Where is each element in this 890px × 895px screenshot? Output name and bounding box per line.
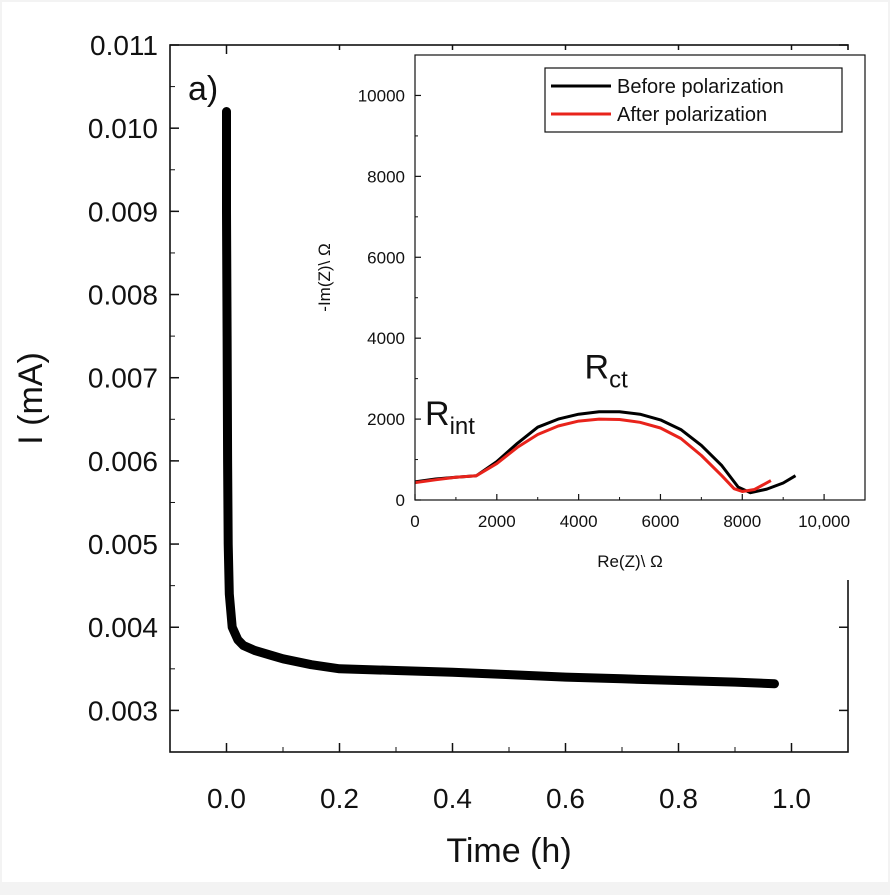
inset-y-axis-label: -Im(Z)\ Ω: [315, 243, 334, 311]
inset-series-line-1: [414, 417, 772, 493]
panel-label: a): [188, 70, 218, 108]
main-y-tick-label: 0.010: [88, 113, 158, 144]
main-y-tick-label: 0.006: [88, 446, 158, 477]
main-chart: 0.0 0.2 0.4 0.6 0.8 1.0 0.003 0.004 0.005 0.006 0…: [12, 30, 849, 870]
inset-x-axis-label: Re(Z)\ Ω: [597, 552, 663, 571]
main-x-tick-label: 1.0: [772, 783, 811, 814]
main-y-tick-label: 0.007: [88, 363, 158, 394]
inset-x-tick-label: 0: [410, 512, 419, 531]
inset-annotation-int: Rint: [425, 395, 475, 440]
main-y-tick-label: 0.005: [88, 529, 158, 560]
main-x-tick-label: 0.6: [546, 783, 585, 814]
inset-x-tick-label: 4000: [560, 512, 598, 531]
inset-y-tick-label: 0: [396, 491, 405, 510]
main-x-tick-label: 0.4: [433, 783, 472, 814]
inset-x-tick-label: 6000: [642, 512, 680, 531]
main-x-tick-label: 0.2: [320, 783, 359, 814]
inset-y-tick-label: 2000: [367, 410, 405, 429]
inset-y-tick-label: 10000: [358, 86, 405, 105]
inset-plot-frame: [414, 54, 866, 501]
inset-annotation-ct: Rct: [585, 349, 629, 394]
inset-x-tick-label: 10,000: [798, 512, 850, 531]
main-x-tick-label: 0.8: [659, 783, 698, 814]
main-y-tick-label: 0.008: [88, 280, 158, 311]
main-x-tick-label: 0.0: [207, 783, 246, 814]
main-y-tick-label: 0.009: [88, 196, 158, 227]
inset-y-tick-label: 6000: [367, 248, 405, 267]
inset-background: [330, 50, 875, 580]
inset-x-tick-label: 2000: [478, 512, 516, 531]
inset-x-tick-label: 8000: [723, 512, 761, 531]
main-x-axis-label: Time (h): [446, 832, 571, 870]
main-y-tick-label: 0.003: [88, 695, 158, 726]
legend-entry-0: Before polarization: [617, 76, 784, 98]
main-y-axis-label: I (mA): [12, 352, 50, 445]
inset-chart: 0 2000 4000 6000 8000 10,000 0 2000 4000 6000 800…: [315, 50, 875, 580]
legend-box: [544, 67, 843, 133]
main-y-tick-label: 0.004: [88, 612, 158, 643]
inset-legend: Before polarization After polarization: [544, 67, 843, 133]
inset-y-tick-label: 8000: [367, 167, 405, 186]
main-y-tick-label: 0.011: [90, 30, 158, 61]
inset-y-tick-label: 4000: [367, 329, 405, 348]
legend-entry-1: After polarization: [617, 104, 767, 126]
main-series-line: [224, 111, 775, 686]
